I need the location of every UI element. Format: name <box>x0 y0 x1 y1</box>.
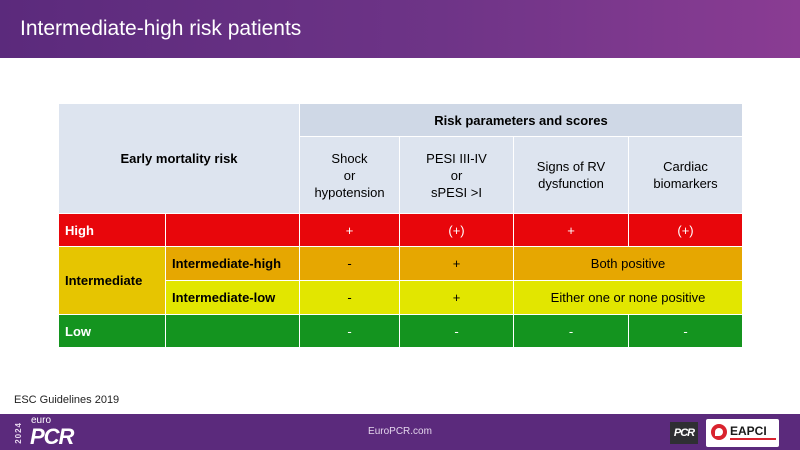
row-label-intermediate-high: Intermediate-high <box>165 246 300 281</box>
empty-cell <box>165 213 300 247</box>
heart-icon <box>711 424 727 440</box>
table-row-high: High + (+) + (+) <box>58 213 743 247</box>
risk-table: Early mortality risk Risk parameters and… <box>58 103 743 348</box>
cell-il-shock: - <box>299 280 400 315</box>
pcr-badge-logo: PCR <box>670 422 698 444</box>
cell-low-biomarkers: - <box>628 314 743 348</box>
col-biomarkers-header: Cardiac biomarkers <box>628 136 743 214</box>
eapci-logo-text: EAPCI <box>730 424 767 438</box>
source-note: ESC Guidelines 2019 <box>14 394 120 406</box>
cell-il-pesi: + <box>399 280 514 315</box>
cell-ih-combined: Both positive <box>513 246 743 281</box>
early-mortality-header: Early mortality risk <box>58 103 300 214</box>
slide-title: Intermediate-high risk patients <box>20 17 302 40</box>
cell-low-shock: - <box>299 314 400 348</box>
table-row-intermediate-high: Intermediate Intermediate-high - + Both … <box>58 246 743 315</box>
cell-ih-shock: - <box>299 246 400 281</box>
empty-cell <box>165 314 300 348</box>
row-label-intermediate: Intermediate <box>58 246 166 315</box>
eapci-logo: EAPCI <box>706 419 779 447</box>
col-rv-header: Signs of RV dysfunction <box>513 136 629 214</box>
row-label-intermediate-low: Intermediate-low <box>165 280 300 315</box>
col-shock-header: Shock or hypotension <box>299 136 400 214</box>
cell-low-pesi: - <box>399 314 514 348</box>
cell-ih-pesi: + <box>399 246 514 281</box>
eapci-underline <box>730 438 776 440</box>
slide-footer: 2024 euro PCR EuroPCR.com PCR EAPCI <box>0 414 800 450</box>
risk-parameters-header: Risk parameters and scores <box>299 103 743 137</box>
slide-header: Intermediate-high risk patients <box>0 0 800 58</box>
row-label-low: Low <box>58 314 166 348</box>
website-link[interactable]: EuroPCR.com <box>368 426 432 437</box>
col-pesi-header: PESI III-IV or sPESI >I <box>399 136 514 214</box>
cell-low-rv: - <box>513 314 629 348</box>
row-label-high: High <box>58 213 166 247</box>
cell-high-pesi: (+) <box>399 213 514 247</box>
cell-high-rv: + <box>513 213 629 247</box>
cell-high-biomarkers: (+) <box>628 213 743 247</box>
cell-il-combined: Either one or none positive <box>513 280 743 315</box>
cell-high-shock: + <box>299 213 400 247</box>
table-row-low: Low - - - - <box>58 314 743 348</box>
logo-euro-text: euro <box>31 415 52 426</box>
table-row-intermediate-low: Intermediate-low - + Either one or none … <box>59 280 743 315</box>
europcr-logo: PCR <box>30 424 74 449</box>
